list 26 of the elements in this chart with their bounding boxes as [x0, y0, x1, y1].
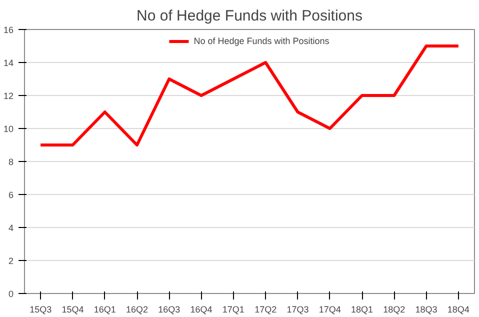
y-tick-label: 12 [3, 91, 14, 101]
x-tick-label: 18Q4 [447, 304, 470, 314]
x-tick-label: 17Q4 [318, 304, 341, 314]
y-tick-label: 16 [3, 25, 14, 35]
y-tick-label: 6 [8, 190, 14, 200]
legend-label: No of Hedge Funds with Positions [194, 36, 330, 46]
chart-title: No of Hedge Funds with Positions [136, 8, 362, 24]
y-tick-label: 14 [3, 58, 14, 68]
y-tick-label: 8 [8, 157, 14, 167]
y-tick-label: 10 [3, 124, 14, 134]
line-series [39, 44, 460, 146]
x-tick-label: 16Q3 [158, 304, 180, 314]
x-tick-label: 17Q2 [254, 304, 277, 314]
y-tick-label: 0 [8, 289, 14, 299]
x-tick-label: 15Q4 [62, 304, 84, 314]
x-tick-label: 18Q3 [415, 304, 438, 314]
x-tick-label: 17Q3 [286, 304, 309, 314]
x-tick-label: 17Q1 [222, 304, 244, 314]
y-tick-label: 2 [8, 256, 14, 266]
x-tick-label: 15Q3 [30, 304, 52, 314]
y-tick-label: 4 [8, 223, 14, 233]
x-tick-label: 16Q1 [94, 304, 116, 314]
x-tick-label: 18Q2 [383, 304, 406, 314]
x-tick-label: 18Q1 [350, 304, 374, 314]
x-tick-label: 16Q2 [126, 304, 148, 314]
x-tick-label: 16Q4 [190, 304, 212, 314]
